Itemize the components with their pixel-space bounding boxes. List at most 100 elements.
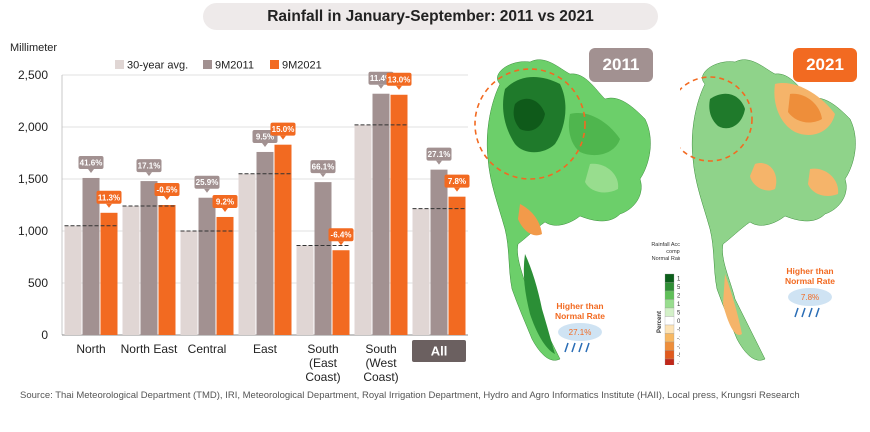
map-2011-panel: Higher than Normal Rate 27.1% 2011 (470, 44, 670, 381)
data-label: 11.4% (370, 74, 392, 83)
bar (216, 216, 234, 335)
data-label: 41.6% (80, 158, 103, 167)
data-label-pointer (88, 168, 94, 173)
rain-icon (794, 307, 820, 318)
y-tick-label: 500 (28, 276, 48, 290)
data-label-pointer (204, 188, 210, 193)
bar (314, 182, 332, 335)
y-tick-label: 2,500 (18, 68, 48, 82)
data-label-box (78, 155, 104, 169)
legend-color-swatch (664, 341, 675, 351)
legend-color-swatch (664, 324, 675, 334)
data-label-pointer (454, 187, 460, 192)
data-label-box (154, 183, 180, 196)
bar (198, 197, 216, 335)
bar (448, 196, 466, 335)
y-axis-label: Millimeter (10, 42, 57, 54)
legend-color-swatch (664, 290, 675, 300)
legend-color-swatch (664, 282, 675, 292)
bar (354, 124, 372, 335)
x-tick-label: North East (121, 342, 178, 356)
bar (430, 169, 448, 335)
bar (82, 177, 100, 335)
legend-color-swatch (664, 333, 675, 343)
legend-swatch (270, 60, 279, 69)
data-label-pointer (338, 241, 344, 246)
map-2021-note-line2: Normal Rate (785, 276, 835, 286)
legend-color-swatch (664, 299, 675, 309)
data-label-pointer (262, 142, 268, 147)
data-label-box (136, 159, 162, 173)
data-label: 9.2% (216, 197, 234, 206)
year-badge-2021: 2021 (793, 48, 857, 82)
bar (412, 208, 430, 335)
map-2011-note-line1: Higher than (556, 301, 603, 311)
bar (332, 250, 350, 335)
legend-label: 9M2011 (215, 60, 254, 72)
data-label-pointer (378, 84, 384, 89)
map-2021-note-value: 7.8% (801, 293, 819, 302)
data-label: 7.8% (448, 177, 466, 186)
data-label-pointer (320, 173, 326, 178)
bar (140, 181, 158, 335)
data-label-box (328, 228, 354, 242)
bar (64, 225, 82, 335)
bar (390, 94, 408, 335)
legend-swatch (115, 60, 124, 69)
y-tick-label: 1,000 (18, 224, 48, 238)
data-label: 9.5% (256, 132, 274, 141)
data-label-box (444, 174, 470, 188)
x-tick-label: South (West Coast) (363, 342, 398, 384)
data-label: 17.1% (138, 162, 161, 171)
y-tick-label: 0 (41, 328, 48, 342)
data-label-box (96, 190, 122, 204)
legend-title-2: compare (666, 249, 687, 255)
data-label-box (194, 175, 220, 189)
rainfall-bar-chart: Millimeter 0 500 1,000 1,500 2,000 2,500 30-yea… (10, 42, 470, 384)
data-label-pointer (106, 203, 112, 208)
legend-axis-label: Percent (657, 311, 663, 333)
map-2011-note-value: 27.1% (569, 328, 592, 337)
bar (274, 144, 292, 335)
map-2021-note-line1: Higher than (786, 266, 833, 276)
legend-value-label: -5 (677, 328, 683, 334)
map-2011-note-line2: Normal Rate (555, 311, 605, 321)
legend-color-swatch (664, 316, 675, 326)
x-tick-label: All (431, 344, 448, 359)
data-label-pointer (436, 160, 442, 165)
thailand-map-2021: Higher than Normal Rate 7.8% (667, 59, 856, 361)
data-label: 25.9% (196, 178, 219, 187)
bar (372, 93, 390, 335)
year-badge-2011: 2011 (589, 48, 653, 82)
legend-label: 9M2021 (282, 60, 322, 72)
data-label-pointer (222, 207, 228, 212)
bar (100, 212, 118, 335)
bar (296, 245, 314, 335)
data-label: -0.5% (157, 186, 178, 195)
legend-color-swatch (664, 358, 675, 365)
data-label: -6.4% (331, 231, 352, 240)
data-label-box (310, 160, 336, 174)
x-tick-label: Central (188, 342, 227, 356)
bar (256, 151, 274, 335)
bar (238, 173, 256, 335)
data-label: 13.0% (388, 75, 411, 84)
legend-color-swatch (664, 350, 675, 360)
page-title: Rainfall in January-September: 2011 vs 2… (203, 3, 658, 30)
thailand-map-2011: Higher than Normal Rate 27.1% (474, 59, 651, 361)
legend-color-swatch (664, 273, 675, 283)
legend-color-swatch (664, 307, 675, 317)
data-label-pointer (164, 196, 170, 200)
legend-swatch (203, 60, 212, 69)
legend-label: 30-year avg. (127, 60, 188, 72)
data-label: 27.1% (428, 150, 451, 159)
data-label: 11.3% (98, 193, 120, 202)
legend-value-label: 5 (677, 311, 681, 317)
bar (180, 231, 198, 335)
map-2021-panel: Higher than Normal Rate 7.8% 2021 (667, 44, 870, 381)
y-tick-label: 1,500 (18, 172, 48, 186)
x-tick-label: North (76, 342, 105, 356)
legend-title-1: Rainfall Accumulated (651, 242, 702, 248)
legend-value-label: 0 (677, 319, 681, 325)
data-label-box (426, 147, 452, 161)
